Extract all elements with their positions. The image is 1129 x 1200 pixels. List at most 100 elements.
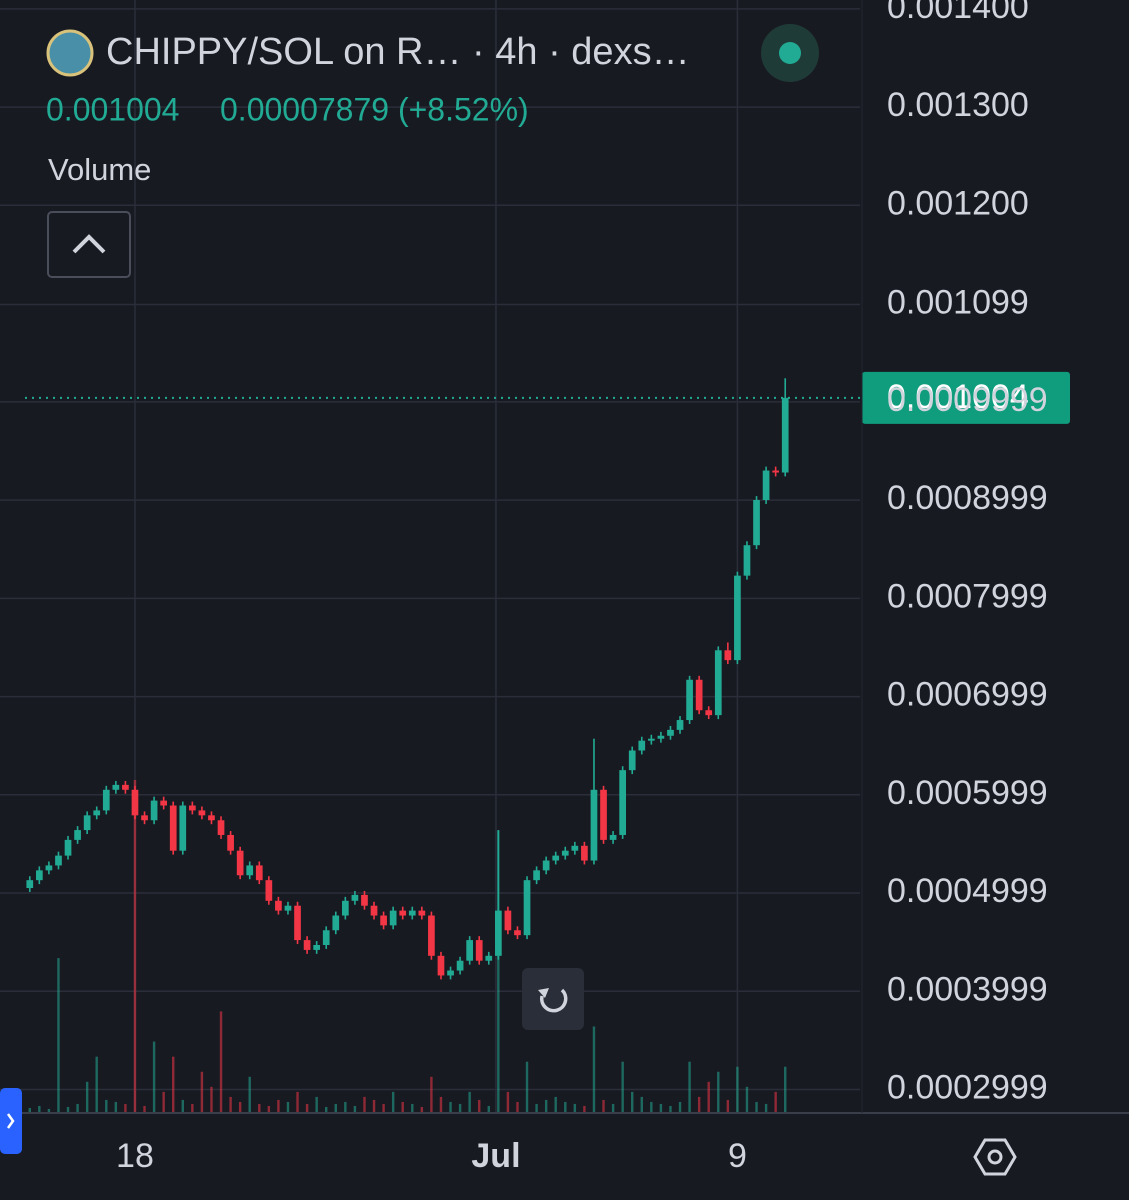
x-tick-label: 9 [728,1137,747,1175]
volume-bar [621,1061,624,1112]
volume-bar [659,1103,663,1112]
volume-bar [774,1091,777,1112]
collapse-icon [72,234,106,254]
y-tick-label: 0.001400 [887,0,1029,26]
candle-body [332,915,340,931]
volume-bar [305,1103,309,1112]
volume-bar [315,1096,318,1112]
settings-icon [987,1149,1003,1165]
candle-body [456,960,464,971]
price-change: 0.00007879 (+8.52%) [220,91,529,127]
candle-body [227,834,234,851]
volume-bar [200,1071,204,1112]
candle-body [695,679,703,711]
candle-body [35,870,43,881]
candle-body [686,679,693,721]
volume-bar [506,1091,510,1112]
volume-bar [114,1101,118,1112]
collapse-button[interactable] [47,211,131,278]
candle-body [753,500,760,546]
candle-body [447,970,454,976]
side-tab-icon [6,1113,15,1129]
volume-bar [105,1099,108,1112]
candle-body [533,870,540,881]
y-tick-label: 0.0007999 [887,577,1048,615]
volume-bar [411,1103,414,1112]
volume-bar [468,1091,471,1112]
y-tick-label: 0.0004999 [887,872,1048,910]
candle-body [160,800,168,806]
volume-bar [525,1061,529,1112]
candle-body [112,784,120,790]
volume-bar [439,1096,443,1112]
chart-title: CHIPPY/SOL on R… · 4h · dexs… [106,31,690,73]
candle-body [150,800,158,821]
candle-body [638,740,646,751]
volume-bar [420,1106,424,1112]
candle-body [45,865,53,871]
reset-button[interactable] [522,968,584,1030]
candle-body [581,845,588,861]
volume-bar [544,1099,548,1112]
candle-body [781,397,789,473]
volume-bar [487,1105,490,1112]
candle-body [284,905,292,911]
y-tick-label: 0.0006999 [887,676,1048,714]
candle-body [494,910,502,956]
volume-bar [688,1061,691,1112]
candle-body [609,834,617,840]
volume-bar [325,1106,328,1112]
candle-body [255,865,263,881]
overlay: 0.001004 [25,371,1070,424]
y-tick-label: 0.0008999 [887,479,1048,517]
candle-body [428,915,435,956]
volume-bar [124,1103,127,1112]
volume-bar [382,1103,385,1112]
candle-body [762,470,770,501]
volume-bar [478,1099,481,1112]
y-tick-label: 0.0003999 [887,970,1048,1008]
candle-body [217,820,225,835]
candle-body [590,789,598,861]
candle-body [74,830,81,840]
volume-bar [172,1056,175,1112]
volume-bar [678,1101,682,1112]
volume-bar [391,1091,395,1112]
candle-body [303,940,311,950]
volume-bar [516,1101,519,1112]
volume-bar [353,1105,357,1112]
volume-bar [745,1086,749,1112]
candle-body [437,955,445,976]
volume-pane [28,780,787,1112]
candle-body [408,910,416,916]
candle-body [724,650,732,661]
candle-body [294,905,301,941]
y-tick-label: 0.0005999 [887,774,1048,812]
candle-body [198,810,206,816]
settings-button[interactable] [973,1138,1017,1176]
volume-bar [219,1011,223,1112]
candle-body [571,845,579,851]
volume-bar [573,1103,577,1112]
candle-body [188,805,196,811]
candle-body [734,575,741,661]
volume-bar [458,1103,462,1112]
candle-body [485,955,493,961]
volume-bar [66,1106,70,1112]
candle-body [523,880,531,936]
candle-body [418,910,426,916]
candles [26,378,789,980]
candle-body [466,940,474,961]
volume-bar [736,1066,739,1112]
candle-body [552,855,560,861]
side-tab[interactable] [0,1088,22,1154]
candle-body [628,750,636,771]
volume-bar [640,1096,643,1112]
volume-bar [210,1086,213,1112]
candle-body [83,815,91,831]
candle-body [246,865,254,876]
candle-body [265,880,273,901]
candle-body [341,900,349,916]
volume-bar [229,1096,232,1112]
volume-bar [344,1101,347,1112]
